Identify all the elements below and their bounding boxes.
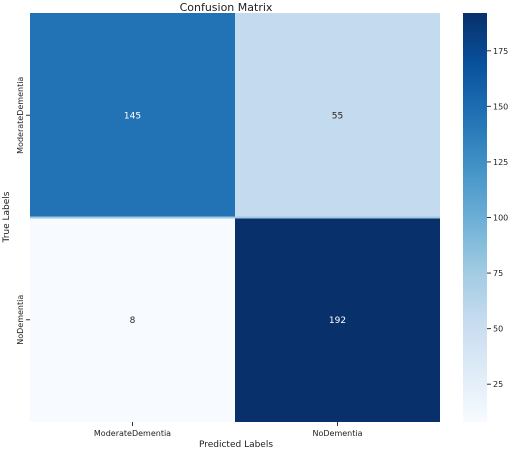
y-tick-label: NoDementia: [16, 295, 25, 345]
colorbar-tick-label: 75: [493, 269, 503, 278]
colorbar-tick-label: 25: [493, 380, 503, 389]
y-axis: ModerateDementia NoDementia: [16, 77, 30, 345]
y-axis-label: True Labels: [2, 191, 12, 243]
cell-value-label: 145: [124, 111, 141, 121]
colorbar-tick-label: 100: [493, 214, 508, 223]
colorbar-tick-label: 125: [493, 158, 508, 167]
heatmap-cells: [30, 13, 440, 422]
colorbar-tick-label: 175: [493, 47, 508, 56]
cell-value-label: 55: [332, 111, 343, 121]
heatmap-cell-labels: 145 55 8 192: [124, 111, 346, 326]
heatmap-cell: [235, 217, 440, 422]
heatmap-cell: [235, 13, 440, 218]
x-tick-label: ModerateDementia: [94, 429, 171, 438]
x-tick-label: NoDementia: [312, 429, 362, 438]
heatmap-cell: [30, 13, 235, 218]
x-axis-label: Predicted Labels: [199, 440, 273, 450]
cell-value-label: 8: [130, 316, 136, 326]
chart-title: Confusion Matrix: [180, 1, 273, 14]
colorbar-tick-label: 150: [493, 102, 508, 111]
x-axis: ModerateDementia NoDementia: [94, 422, 363, 438]
colorbar: [463, 13, 487, 422]
colorbar-tick-label: 50: [493, 325, 503, 334]
y-tick-label: ModerateDementia: [16, 77, 25, 154]
heatmap-cell: [30, 217, 235, 422]
cell-value-label: 192: [329, 316, 346, 326]
colorbar-ticks: 25 50 75 100 125 150 175: [487, 47, 508, 389]
